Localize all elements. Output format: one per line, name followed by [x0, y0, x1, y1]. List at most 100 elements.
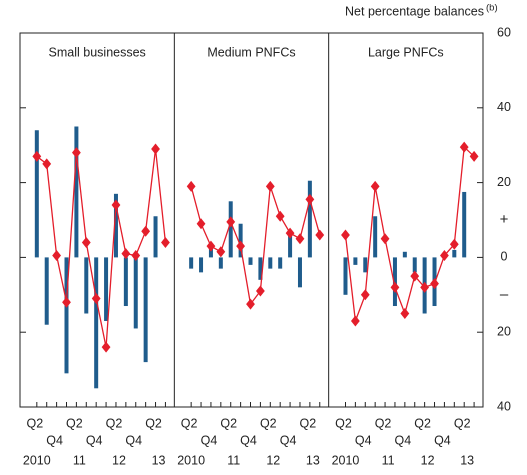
plot-frame — [19, 32, 484, 408]
marker — [449, 238, 459, 250]
x-tick-label: Q2 — [300, 416, 317, 430]
marker — [206, 240, 216, 252]
marker — [265, 180, 275, 192]
x-tick-label: Q4 — [46, 433, 63, 447]
bar — [113, 193, 118, 258]
marker — [420, 281, 430, 293]
year-label: 12 — [421, 453, 435, 467]
bar — [218, 257, 223, 269]
x-tick-label: Q2 — [335, 416, 352, 430]
panel-title: Small businesses — [49, 45, 146, 59]
bar — [189, 257, 194, 269]
marker — [186, 180, 196, 192]
y-axis-title-note: (b) — [486, 3, 498, 14]
bar — [268, 257, 273, 269]
x-tick-label: Q4 — [280, 433, 297, 447]
bar — [44, 257, 49, 325]
x-tick-label: Q2 — [414, 416, 431, 430]
bar — [452, 249, 457, 258]
bar — [199, 257, 204, 273]
bar — [392, 257, 397, 307]
marker — [131, 250, 141, 262]
marker — [400, 308, 410, 319]
marker — [32, 150, 42, 162]
x-tick-label: Q4 — [125, 433, 142, 447]
x-tick-label: Q4 — [434, 433, 451, 447]
x-tick-label: Q2 — [66, 416, 83, 430]
x-tick-label: Q4 — [240, 433, 257, 447]
marker — [410, 270, 420, 282]
y-tick-label: 0 — [501, 250, 508, 264]
marker — [469, 150, 479, 162]
year-label: 13 — [306, 453, 320, 467]
year-label: 13 — [152, 453, 166, 467]
bar — [288, 231, 293, 258]
y-tick-label: 40 — [497, 100, 511, 114]
marker — [236, 240, 246, 252]
year-label: 11 — [227, 453, 240, 467]
marker — [341, 229, 350, 241]
bar — [238, 223, 243, 258]
y-tick-label: 20 — [497, 175, 511, 189]
bar — [143, 257, 148, 363]
marker — [141, 225, 151, 237]
bar — [412, 257, 417, 273]
marker — [101, 341, 111, 353]
marker — [161, 236, 170, 248]
bar — [74, 126, 79, 258]
x-tick-label: Q4 — [355, 433, 372, 447]
bar — [258, 257, 263, 280]
x-tick-label: Q2 — [145, 416, 162, 430]
marker — [275, 210, 285, 222]
bar — [153, 216, 158, 258]
marker — [285, 227, 295, 239]
marker — [295, 233, 305, 245]
marker — [151, 143, 160, 155]
marker — [380, 233, 390, 245]
marker — [91, 293, 101, 305]
x-tick-label: Q2 — [375, 416, 392, 430]
bar — [307, 180, 312, 258]
marker — [216, 246, 226, 258]
x-tick-label: Q2 — [454, 416, 471, 430]
marker — [315, 229, 325, 241]
marker — [459, 141, 469, 153]
bar — [123, 257, 128, 307]
sign-label: + — [500, 211, 509, 228]
line — [36, 148, 167, 348]
marker — [121, 248, 131, 260]
marker — [52, 250, 62, 262]
marker — [256, 285, 265, 297]
marker — [246, 298, 255, 310]
bar — [402, 251, 407, 258]
x-tick-label: Q2 — [181, 416, 198, 430]
x-tick-label: Q2 — [106, 416, 123, 430]
year-label: 12 — [266, 453, 280, 467]
bar — [363, 257, 368, 273]
marker — [111, 199, 121, 211]
panel-title: Medium PNFCs — [207, 45, 295, 59]
bar — [64, 257, 69, 374]
bar — [94, 257, 99, 389]
marker — [370, 180, 380, 192]
marker — [360, 289, 370, 301]
x-tick-label: Q2 — [26, 416, 43, 430]
y-tick-label: 60 — [497, 25, 511, 39]
marker — [81, 236, 91, 248]
y-axis-title: Net percentage balances — [345, 4, 484, 18]
y-tick-label: 40 — [497, 399, 511, 413]
bar — [208, 246, 213, 258]
year-label: 11 — [382, 453, 395, 467]
year-label: 2010 — [332, 453, 360, 467]
x-tick-label: Q4 — [201, 433, 218, 447]
marker — [226, 216, 236, 228]
year-label: 13 — [460, 453, 474, 467]
marker — [71, 147, 81, 159]
year-label: 11 — [73, 453, 86, 467]
bar — [373, 216, 378, 258]
bar — [84, 257, 89, 314]
bar — [343, 257, 348, 295]
bar — [104, 257, 109, 321]
x-tick-label: Q2 — [260, 416, 277, 430]
